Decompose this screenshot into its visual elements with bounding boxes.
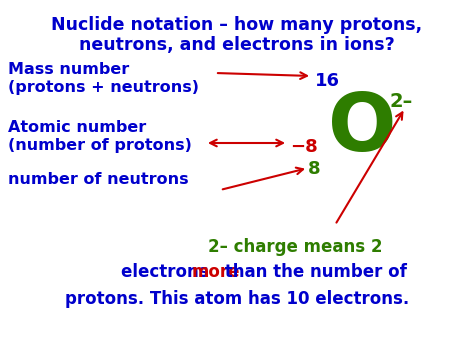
Text: number of neutrons: number of neutrons [8,172,189,187]
Text: Mass number: Mass number [8,62,129,77]
Text: (number of protons): (number of protons) [8,138,192,153]
Text: than the number of: than the number of [219,263,407,281]
Text: electrons: electrons [121,263,215,281]
Text: (protons + neutrons): (protons + neutrons) [8,80,199,95]
Text: O: O [328,90,396,168]
Text: more: more [191,263,240,281]
Text: Atomic number: Atomic number [8,120,146,135]
Text: −8: −8 [290,138,318,156]
Text: 8: 8 [308,160,320,178]
Text: 2– charge means 2: 2– charge means 2 [208,238,382,256]
Text: Nuclide notation – how many protons,: Nuclide notation – how many protons, [52,16,422,34]
Text: 2–: 2– [390,92,413,111]
Text: protons. This atom has 10 electrons.: protons. This atom has 10 electrons. [65,290,409,308]
Text: 16: 16 [315,72,340,90]
Text: neutrons, and electrons in ions?: neutrons, and electrons in ions? [79,36,395,54]
